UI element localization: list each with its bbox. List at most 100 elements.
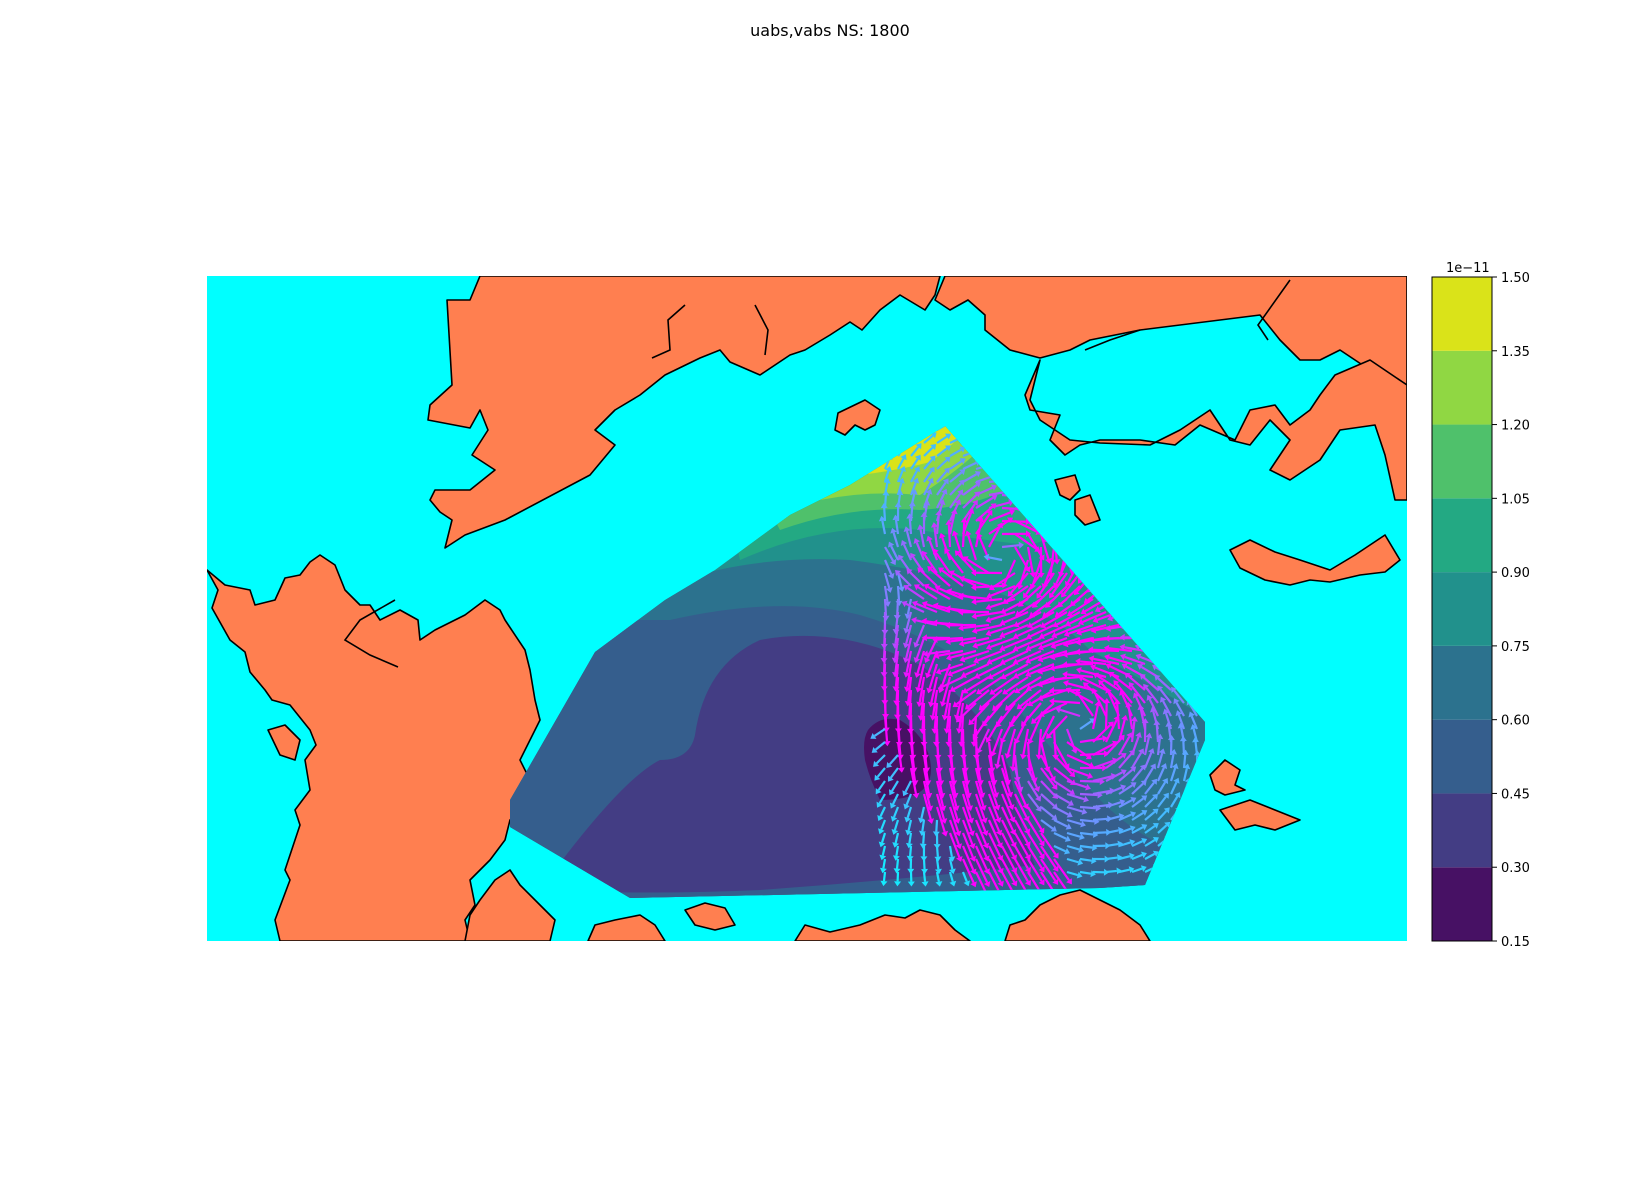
quiver-arrow-355 [926,603,951,614]
quiver-arrow-488 [1029,676,1055,689]
quiver-arrow-602 [909,741,916,768]
quiver-arrowhead-202 [892,514,900,521]
quiver-arrow-609 [996,741,1004,765]
quiver-arrow-765 [1079,818,1095,823]
quiver-arrow-467 [1080,660,1107,666]
quiver-arrowhead-407 [932,635,938,643]
quiver-arrowhead-308 [948,570,955,577]
quiver-arrow-764 [1066,818,1082,826]
quiver-arrow-391 [1068,623,1094,635]
quiver-arrow-288 [1038,572,1055,596]
quiver-arrow-693 [1118,768,1134,782]
quiver-arrow-784 [1001,832,1015,857]
quiver-arrowhead-846 [1152,850,1159,857]
quiver-arrowhead-523 [1154,674,1161,681]
quiver-arrowhead-769 [1130,811,1137,818]
quiver-arrow-302 [897,572,912,587]
quiver-arrow-633 [987,754,996,781]
quiver-arrowhead-786 [1024,853,1031,861]
quiver-arrow-668 [1118,752,1133,769]
quiver-arrowhead-490 [1037,680,1043,688]
quiver-arrowhead-807 [970,868,977,875]
quiver-arrowhead-54 [930,444,937,451]
quiver-arrowhead-567 [1075,690,1082,697]
quiver-arrowhead-287 [1007,590,1014,597]
quiver-arrow-365 [1056,611,1081,626]
quiver-arrow-632 [974,754,982,781]
quiver-arrow-76 [897,458,905,470]
quiver-arrow-401 [894,637,900,659]
quiver-arrow-453 [917,663,926,689]
quiver-arrow-479 [930,676,939,703]
quiver-arrow-575 [873,728,886,737]
quiver-arrow-817 [1105,842,1119,848]
quiver-arrow-561 [1016,715,1029,741]
quiver-arrow-131 [962,483,978,496]
quiver-arrowhead-710 [1009,816,1016,823]
quiver-arrowhead-431 [922,650,929,658]
quiver-arrow-550 [883,715,889,742]
quiver-arrow-484 [979,676,1003,693]
quiver-arrow-838 [1053,858,1070,881]
quiver-arrow-543 [1100,682,1120,704]
quiver-arrowhead-441 [1049,653,1056,661]
quiver-arrow-742 [1105,801,1121,809]
quiver-arrow-228 [919,529,926,548]
quiver-arrow-653 [922,767,930,794]
quiver-arrowhead-470 [1104,654,1110,661]
quiver-arrow-451 [894,663,900,687]
quiver-arrow-776 [894,832,900,844]
quiver-arrow-412 [1016,636,1042,650]
quiver-arrow-128 [923,481,932,496]
quiver-arrowhead-751 [878,828,885,835]
quiver-arrowhead-672 [1158,748,1166,755]
quiver-arrowhead-719 [1130,782,1137,789]
island-east-2 [1074,494,1101,526]
quiver-arrowhead-693 [1120,769,1127,776]
quiver-arrowhead-334 [958,592,964,600]
quiver-arrow-452 [906,663,913,688]
quiver-arrow-536 [1011,702,1029,725]
quiver-arrow-262 [1031,559,1043,586]
quiver-arrowhead-827 [893,868,901,874]
quiver-arrow-279 [923,554,938,574]
quiver-arrowhead-154 [925,488,933,495]
quiver-arrow-646 [1156,738,1161,756]
quiver-arrow-616 [1092,724,1111,743]
quiver-arrow-548 [1173,690,1185,704]
quiver-arrow-518 [1096,674,1120,691]
quiver-arrow-621 [1155,724,1160,743]
quiver-arrowhead-815 [1078,846,1084,853]
quiver-arrow-819 [1131,840,1144,847]
quiver-arrow-385 [989,623,1016,635]
quiver-arrow-430 [927,649,951,655]
quiver-arrow-437 [1016,649,1042,663]
quiver-arrow-766 [1092,817,1108,822]
quiver-arrowhead-290 [1049,592,1055,599]
quiver-arrowhead-855 [935,881,943,887]
quiver-arrow-335 [989,597,1016,609]
quiver-arrow-276 [896,572,903,588]
quiver-arrow-694 [1131,767,1144,782]
quiver-arrow-80 [949,460,963,470]
quiver-arrow-328 [907,587,925,600]
quiver-arrowhead-383 [945,621,951,629]
quiver-arrowhead-569 [1105,687,1112,694]
quiver-arrow-303 [909,571,925,587]
quiver-arrowhead-699 [1183,763,1191,770]
quiver-arrowhead-646 [1145,732,1153,739]
quiver-arrowhead-182 [972,499,978,507]
quiver-arrowhead-594 [1113,699,1121,705]
quiver-arrowhead-394 [1090,626,1097,634]
quiver-arrow-601 [896,741,903,768]
quiver-arrowhead-81 [959,458,966,465]
quiver-arrow-636 [1026,754,1036,779]
quiver-arrowhead-772 [1163,807,1170,814]
quiver-arrow-386 [1003,623,1029,636]
quiver-arrowhead-728 [904,816,911,823]
quiver-arrowhead-600 [1188,711,1195,718]
quiver-arrow-367 [1082,610,1107,623]
quiver-arrowhead-707 [967,817,975,824]
quiver-arrowhead-494 [1090,664,1097,671]
quiver-arrow-529 [933,702,939,729]
